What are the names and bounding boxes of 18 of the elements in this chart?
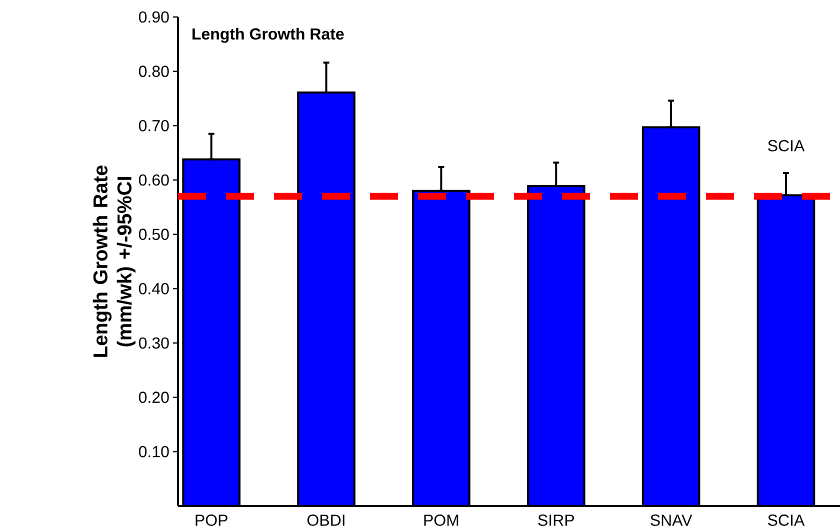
y-tick-label: 0.30 [138, 337, 169, 349]
x-tick-label: POM [424, 514, 458, 526]
y-tick-label: 0.70 [138, 120, 169, 132]
y-tick-label: 0.50 [138, 228, 169, 240]
annotation: SCIA [768, 140, 805, 152]
x-tick-label: POP [196, 514, 228, 526]
y-tick-label: 0.20 [138, 392, 169, 403]
x-tick-label: SCIA [768, 514, 805, 526]
y-tick-label: 0.60 [138, 174, 169, 186]
y-tick-label: 0.80 [138, 66, 169, 78]
text: Length Growth Rate [192, 28, 344, 43]
y-axis-title: Length Growth Rate (mm/wk) +/-95%CI [92, 166, 136, 357]
y-tick-label: 0.40 [138, 283, 169, 294]
x-tick-label: OBDI [307, 514, 344, 526]
x-tick-label: SNAV [650, 514, 692, 526]
y-tick-label: 0.90 [138, 11, 169, 23]
x-tick-label: SIRP [538, 514, 574, 526]
y-tick-label: 0.10 [138, 446, 169, 458]
